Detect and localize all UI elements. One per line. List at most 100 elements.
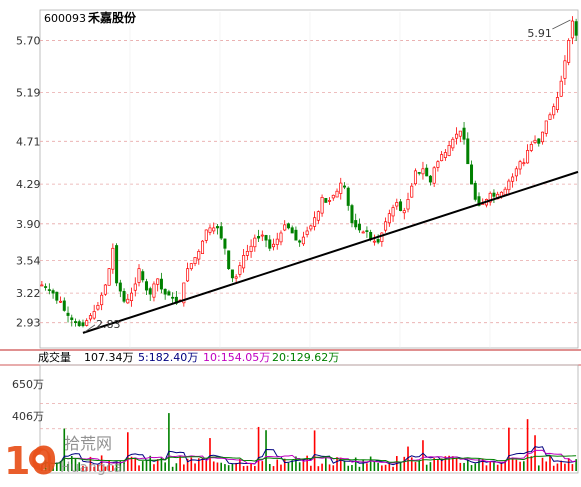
- candle-body: [462, 127, 466, 140]
- volume-label: 成交量: [38, 350, 71, 364]
- high-point-label: 5.91: [527, 27, 552, 40]
- candle-body: [215, 226, 219, 229]
- volume-tick-label: 650万: [12, 378, 44, 391]
- candle-body: [533, 139, 537, 143]
- candle-body: [313, 217, 317, 227]
- candle-body: [219, 226, 223, 239]
- candle-body: [271, 243, 276, 248]
- candle-body: [44, 286, 48, 288]
- price-tick-label: 3.22: [16, 287, 41, 300]
- price-tick-label: 4.71: [16, 135, 41, 148]
- candle-body: [298, 240, 302, 243]
- candle-body: [387, 213, 391, 224]
- candle-body: [201, 240, 205, 254]
- candle-body: [466, 138, 470, 165]
- price-tick-label: 2.93: [16, 317, 41, 330]
- price-tick-label: 5.70: [16, 34, 41, 47]
- candle-body: [92, 311, 96, 319]
- low-point-arrow: [84, 324, 96, 333]
- candle-body: [511, 176, 515, 182]
- candle-body: [559, 80, 563, 97]
- candle-body: [443, 152, 447, 158]
- volume-ma20-line: [41, 455, 577, 466]
- candle-body: [260, 234, 264, 237]
- watermark-cn: 拾荒网: [64, 434, 112, 453]
- candle-body: [294, 229, 298, 241]
- candle-body: [421, 168, 425, 175]
- candle-body: [47, 289, 51, 291]
- candle-body: [245, 250, 249, 256]
- candle-body: [230, 269, 234, 279]
- candle-body: [555, 97, 559, 110]
- candle-body: [570, 20, 574, 39]
- candle-body: [156, 278, 160, 285]
- candle-body: [417, 172, 421, 174]
- candle-body: [574, 21, 578, 36]
- candle-body: [88, 315, 92, 320]
- volume-ma20: 20:129.62万: [272, 351, 339, 364]
- volume-moving-averages: [41, 446, 577, 466]
- candle-body: [193, 257, 197, 264]
- candle-body: [197, 250, 201, 260]
- candle-body: [320, 196, 324, 214]
- candle-body: [242, 255, 246, 269]
- candle-body: [208, 227, 212, 233]
- candle-body: [436, 161, 440, 168]
- price-tick-label: 5.19: [16, 86, 41, 99]
- candle-body: [141, 271, 145, 281]
- support-trendline: [82, 170, 579, 334]
- high-point-arrow: [552, 19, 571, 30]
- candle-body: [384, 221, 388, 231]
- volume-ma10: 10:154.05万: [203, 351, 270, 364]
- candle-body: [66, 312, 70, 316]
- site-watermark: 10 拾荒网 Huangcai: [4, 434, 126, 483]
- candle-body: [279, 232, 283, 243]
- candle-body: [73, 321, 78, 324]
- candle-body: [406, 199, 410, 210]
- candle-body: [425, 167, 429, 177]
- watermark-gear-hole: [35, 454, 45, 464]
- candle-body: [470, 164, 474, 185]
- stock-name: 禾嘉股份: [88, 10, 137, 25]
- candle-body: [391, 207, 395, 217]
- candle-body: [372, 240, 376, 243]
- candle-body: [118, 282, 122, 292]
- candle-body: [447, 145, 451, 156]
- candle-body: [268, 239, 272, 249]
- candle-body: [171, 296, 175, 299]
- candle-body: [522, 162, 526, 165]
- candle-body: [514, 168, 518, 177]
- candle-body: [77, 321, 81, 327]
- candle-body: [126, 298, 130, 304]
- candle-body: [103, 284, 107, 295]
- price-axis: 5.70 5.19 4.71 4.29 3.90 3.54 3.22 2.93: [16, 34, 41, 329]
- candle-body: [275, 238, 279, 245]
- candle-body: [85, 320, 89, 326]
- candle-body: [249, 245, 253, 252]
- candle-body: [492, 192, 496, 197]
- candle-body: [331, 194, 335, 199]
- candle-body: [365, 230, 369, 232]
- volume-ma5: 5:182.40万: [138, 351, 198, 364]
- candle-body: [526, 150, 530, 164]
- candle-body: [339, 182, 343, 194]
- candle-body: [380, 232, 384, 243]
- candle-body: [395, 202, 399, 207]
- candle-body: [234, 276, 238, 279]
- candle-body: [342, 185, 347, 188]
- candle-body: [167, 291, 171, 296]
- candle-body: [189, 263, 193, 270]
- candle-body: [402, 210, 406, 214]
- candle-body: [51, 290, 55, 294]
- candle-body: [428, 175, 432, 183]
- candle-body: [238, 265, 242, 275]
- candle-body: [137, 268, 141, 283]
- price-tick-label: 3.90: [16, 218, 41, 231]
- watermark-en: Huangcai: [60, 460, 126, 476]
- candle-body: [346, 187, 350, 206]
- candle-body: [309, 225, 313, 230]
- candle-body: [361, 231, 365, 234]
- candle-body: [335, 190, 339, 198]
- candle-body: [223, 238, 227, 249]
